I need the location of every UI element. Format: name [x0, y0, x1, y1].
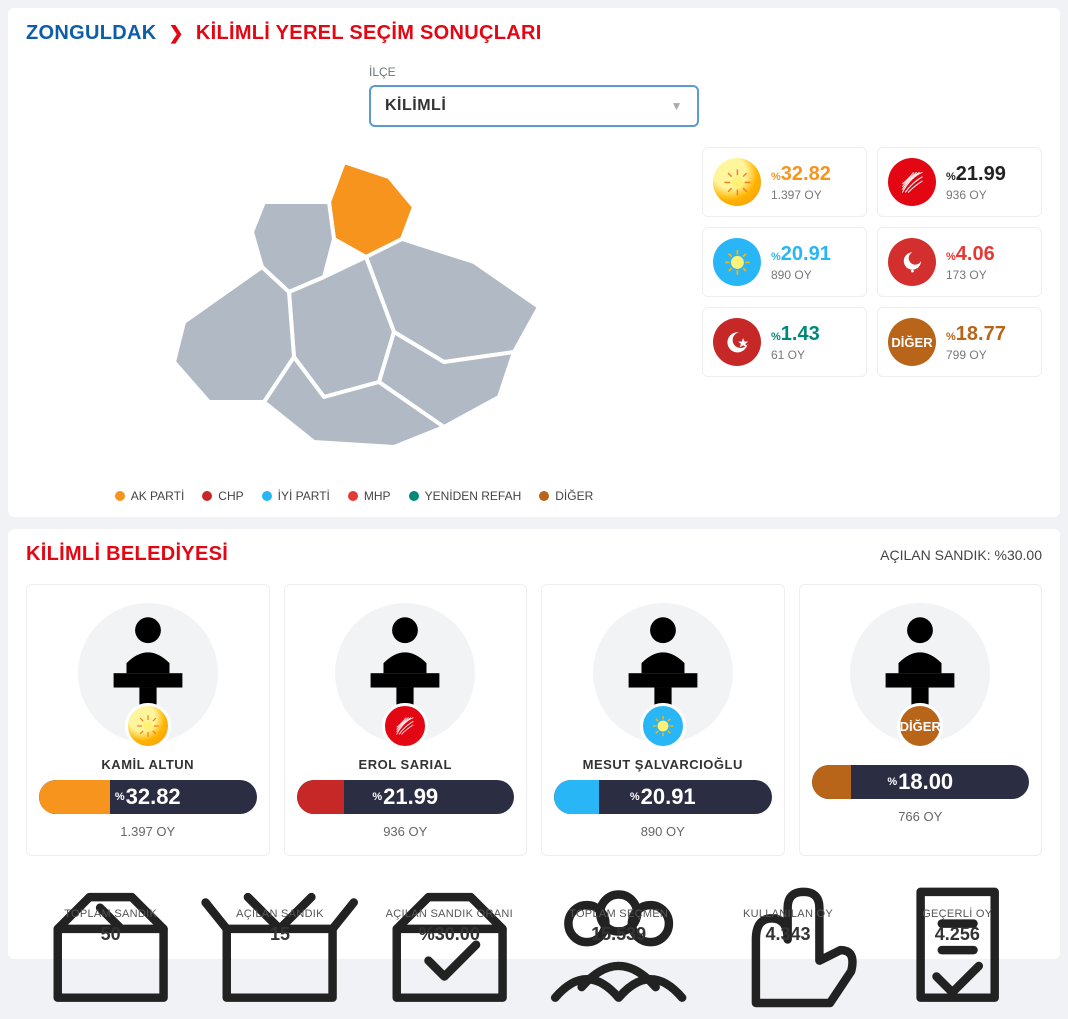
party-logo-chp [888, 158, 936, 206]
district-select[interactable]: KİLİMLİ ▼ [369, 85, 699, 127]
party-percent: %20.91 [771, 243, 831, 266]
candidate-percent-bar: %18.00 [812, 765, 1030, 799]
legend-item: YENİDEN REFAH [409, 489, 522, 503]
party-result-card[interactable]: %1.43 61 OY [702, 307, 867, 377]
party-votes: 173 OY [946, 268, 995, 282]
stat-item: KULLANILAN OY4.343 [703, 876, 872, 945]
district-select-value: KİLİMLİ [385, 97, 446, 115]
legend-item: AK PARTİ [115, 489, 185, 503]
stat-item: AÇILAN SANDIK ORANI%30.00 [365, 876, 534, 945]
party-percent: %32.82 [771, 163, 831, 186]
party-percent: %18.77 [946, 323, 1006, 346]
candidate-name: KAMİL ALTUN [39, 757, 257, 772]
party-votes: 799 OY [946, 348, 1006, 362]
candidate-card[interactable]: KAMİL ALTUN %32.82 1.397 OY [26, 584, 270, 856]
hand-icon [703, 876, 872, 902]
party-logo-diger: DİĞER [888, 318, 936, 366]
stat-item: TOPLAM SANDIK50 [26, 876, 195, 945]
party-logo-yrf [713, 318, 761, 366]
stat-item: GEÇERLİ OY4.256 [873, 876, 1042, 945]
party-logo-mhp [888, 238, 936, 286]
party-results-grid: %32.82 1.397 OY %21.99 936 OY %20.91 890 OY %4… [702, 147, 1042, 377]
party-percent: %1.43 [771, 323, 820, 346]
party-logo-iyi [640, 703, 686, 749]
box-icon [26, 876, 195, 902]
district-select-label: İLÇE [369, 65, 699, 79]
party-logo-iyi [713, 238, 761, 286]
candidate-card[interactable]: MESUT ŞALVARCIOĞLU %20.91 890 OY [541, 584, 785, 856]
candidate-votes: 936 OY [297, 824, 515, 839]
breadcrumb: ZONGULDAK ❯ KİLİMLİ YEREL SEÇİM SONUÇLAR… [26, 22, 1042, 45]
party-logo-chp [382, 703, 428, 749]
map-legend: AK PARTİ CHP İYİ PARTİ MHP YENİDEN REFAH DİĞE… [115, 489, 594, 503]
party-logo-akp [713, 158, 761, 206]
candidate-votes: 890 OY [554, 824, 772, 839]
municipality-card: KİLİMLİ BELEDİYESİ AÇILAN SANDIK: %30.00… [8, 529, 1060, 959]
stats-row: TOPLAM SANDIK50AÇILAN SANDIK15AÇILAN SAN… [26, 876, 1042, 945]
party-votes: 1.397 OY [771, 188, 831, 202]
legend-item: DİĞER [539, 489, 593, 503]
candidate-name: MESUT ŞALVARCIOĞLU [554, 757, 772, 772]
party-result-card[interactable]: %32.82 1.397 OY [702, 147, 867, 217]
district-map[interactable] [144, 147, 564, 467]
candidate-name: EROL SARIAL [297, 757, 515, 772]
party-result-card[interactable]: %20.91 890 OY [702, 227, 867, 297]
stat-item: TOPLAM SEÇMEN15.539 [534, 876, 703, 945]
legend-item: MHP [348, 489, 391, 503]
legend-item: CHP [202, 489, 243, 503]
chevron-down-icon: ▼ [671, 99, 683, 113]
candidates-grid: KAMİL ALTUN %32.82 1.397 OY EROL SARIAL %21.… [26, 584, 1042, 856]
party-votes: 61 OY [771, 348, 820, 362]
municipality-title: KİLİMLİ BELEDİYESİ [26, 543, 228, 566]
party-percent: %4.06 [946, 243, 995, 266]
party-votes: 890 OY [771, 268, 831, 282]
candidate-votes: 766 OY [812, 809, 1030, 824]
candidate-percent-bar: %21.99 [297, 780, 515, 814]
stat-item: AÇILAN SANDIK15 [195, 876, 364, 945]
candidate-percent-bar: %20.91 [554, 780, 772, 814]
breadcrumb-title: KİLİMLİ YEREL SEÇİM SONUÇLARI [196, 22, 542, 45]
box-check-icon [365, 876, 534, 902]
candidate-percent-bar: %32.82 [39, 780, 257, 814]
party-result-card[interactable]: %21.99 936 OY [877, 147, 1042, 217]
party-percent: %21.99 [946, 163, 1006, 186]
results-card: ZONGULDAK ❯ KİLİMLİ YEREL SEÇİM SONUÇLAR… [8, 8, 1060, 517]
party-logo-diger: DİĞER [897, 703, 943, 749]
candidate-card[interactable]: EROL SARIAL %21.99 936 OY [284, 584, 528, 856]
legend-item: İYİ PARTİ [262, 489, 330, 503]
breadcrumb-province[interactable]: ZONGULDAK [26, 22, 156, 45]
stat-label: AÇILAN SANDIK ORANI [365, 908, 534, 920]
candidate-card[interactable]: DİĞER %18.00 766 OY [799, 584, 1043, 856]
party-logo-akp [125, 703, 171, 749]
party-result-card[interactable]: DİĞER %18.77 799 OY [877, 307, 1042, 377]
box-open-icon [195, 876, 364, 902]
ballot-icon [873, 876, 1042, 902]
party-result-card[interactable]: %4.06 173 OY [877, 227, 1042, 297]
chevron-right-icon: ❯ [168, 23, 183, 44]
party-votes: 936 OY [946, 188, 1006, 202]
candidate-votes: 1.397 OY [39, 824, 257, 839]
people-icon [534, 876, 703, 902]
opened-ballot-label: AÇILAN SANDIK: %30.00 [880, 547, 1042, 563]
